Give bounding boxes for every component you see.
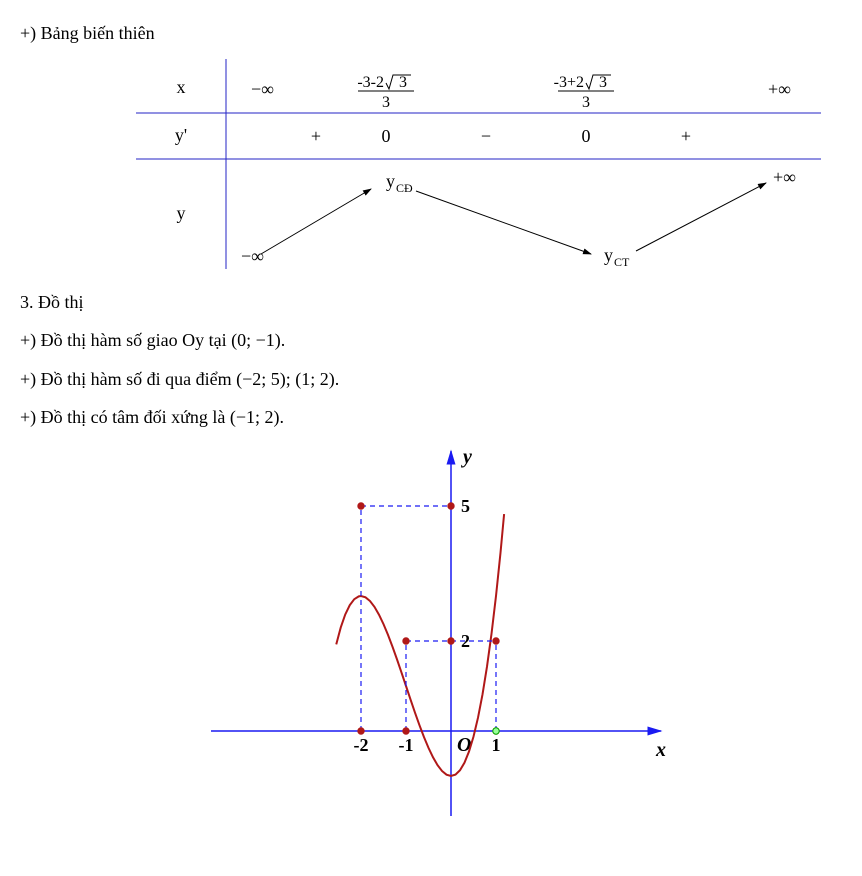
bullet2: +) Đồ thị hàm số đi qua điểm (−2; 5); (1… bbox=[20, 364, 842, 395]
svg-text:−: − bbox=[481, 126, 491, 146]
svg-text:x: x bbox=[655, 739, 666, 761]
svg-text:CT: CT bbox=[614, 255, 630, 269]
svg-text:3: 3 bbox=[599, 74, 607, 91]
svg-text:-3+2: -3+2 bbox=[554, 74, 584, 91]
svg-text:0: 0 bbox=[582, 126, 591, 146]
svg-text:3: 3 bbox=[399, 74, 407, 91]
svg-text:0: 0 bbox=[382, 126, 391, 146]
svg-text:CĐ: CĐ bbox=[396, 181, 413, 195]
section3-heading: 3. Đồ thị bbox=[20, 287, 842, 318]
svg-text:−∞: −∞ bbox=[241, 246, 264, 266]
svg-text:-3-2: -3-2 bbox=[357, 74, 384, 91]
svg-text:y: y bbox=[604, 245, 613, 265]
svg-text:y: y bbox=[461, 446, 472, 468]
variation-table-container: xy'y−∞-3-233-3+233+∞+0−0+−∞yCĐyCT+∞ bbox=[20, 59, 842, 269]
heading-variation: +) Bảng biến thiên bbox=[20, 18, 842, 49]
variation-table-svg: xy'y−∞-3-233-3+233+∞+0−0+−∞yCĐyCT+∞ bbox=[41, 59, 821, 269]
svg-text:y: y bbox=[386, 171, 395, 191]
bullet3: +) Đồ thị có tâm đối xứng là (−1; 2). bbox=[20, 402, 842, 433]
svg-text:2: 2 bbox=[461, 631, 470, 651]
svg-text:x: x bbox=[177, 77, 186, 97]
svg-text:+∞: +∞ bbox=[773, 167, 796, 187]
svg-text:3: 3 bbox=[382, 94, 390, 111]
svg-text:-2: -2 bbox=[354, 735, 369, 755]
svg-text:y: y bbox=[177, 203, 186, 223]
svg-text:−∞: −∞ bbox=[251, 79, 274, 99]
svg-text:y': y' bbox=[175, 125, 187, 145]
graph-svg: yxO-2-1125 bbox=[181, 441, 681, 821]
svg-text:5: 5 bbox=[461, 496, 470, 516]
svg-text:-1: -1 bbox=[399, 735, 414, 755]
svg-text:+: + bbox=[681, 126, 691, 146]
svg-text:+∞: +∞ bbox=[768, 79, 791, 99]
svg-text:+: + bbox=[311, 126, 321, 146]
svg-text:1: 1 bbox=[492, 735, 501, 755]
svg-text:3: 3 bbox=[582, 94, 590, 111]
bullet1: +) Đồ thị hàm số giao Oy tại (0; −1). bbox=[20, 325, 842, 356]
graph-container: yxO-2-1125 bbox=[20, 441, 842, 821]
